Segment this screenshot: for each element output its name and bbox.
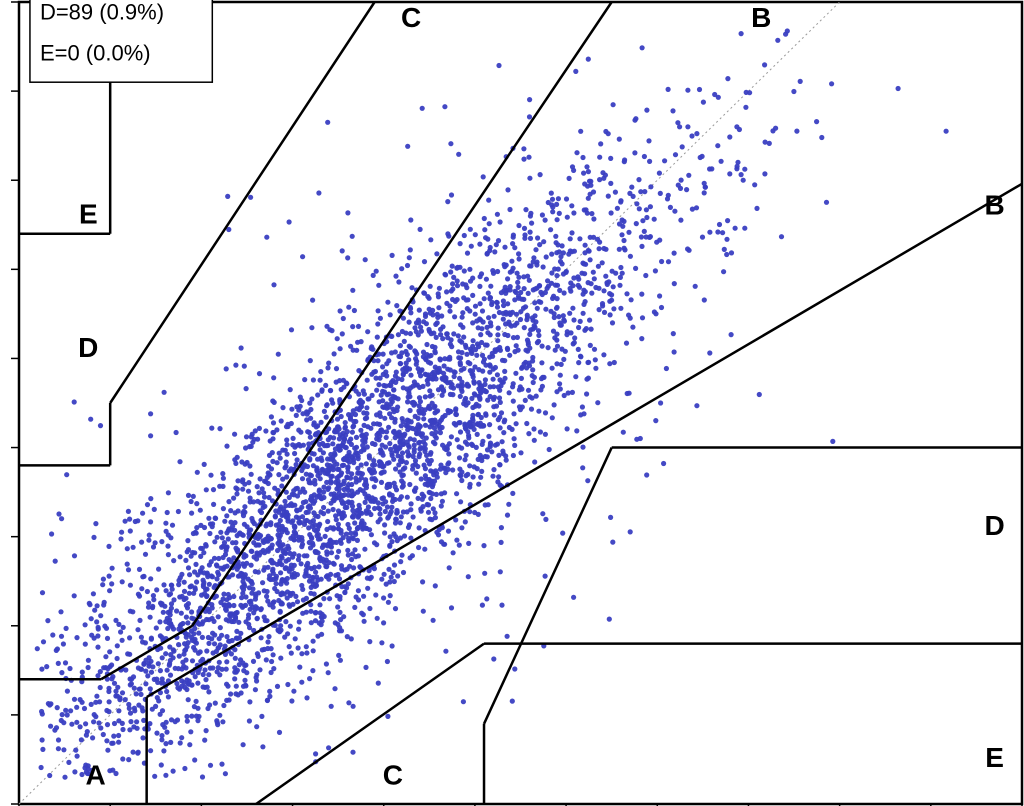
legend-item: E=0 (0.0%) [40,40,151,65]
clarke-error-grid-scatter: A B B C C D D E E A=8733 (83.7%)B=1612 (15.4%)C=8… [0,0,1024,806]
legend-item: D=89 (0.9%) [40,0,164,24]
zone-label: D [985,510,1005,541]
zone-label: E [79,198,98,229]
zone-label: E [985,742,1004,773]
zone-label: A [85,760,105,791]
zone-label: D [78,332,98,363]
zone-label: C [401,2,421,33]
legend-box: A=8733 (83.7%)B=1612 (15.4%)C=8 (0.1%)D=… [30,0,212,82]
zone-label: B [985,189,1005,220]
zone-label: C [383,760,403,791]
zone-label: B [751,2,771,33]
